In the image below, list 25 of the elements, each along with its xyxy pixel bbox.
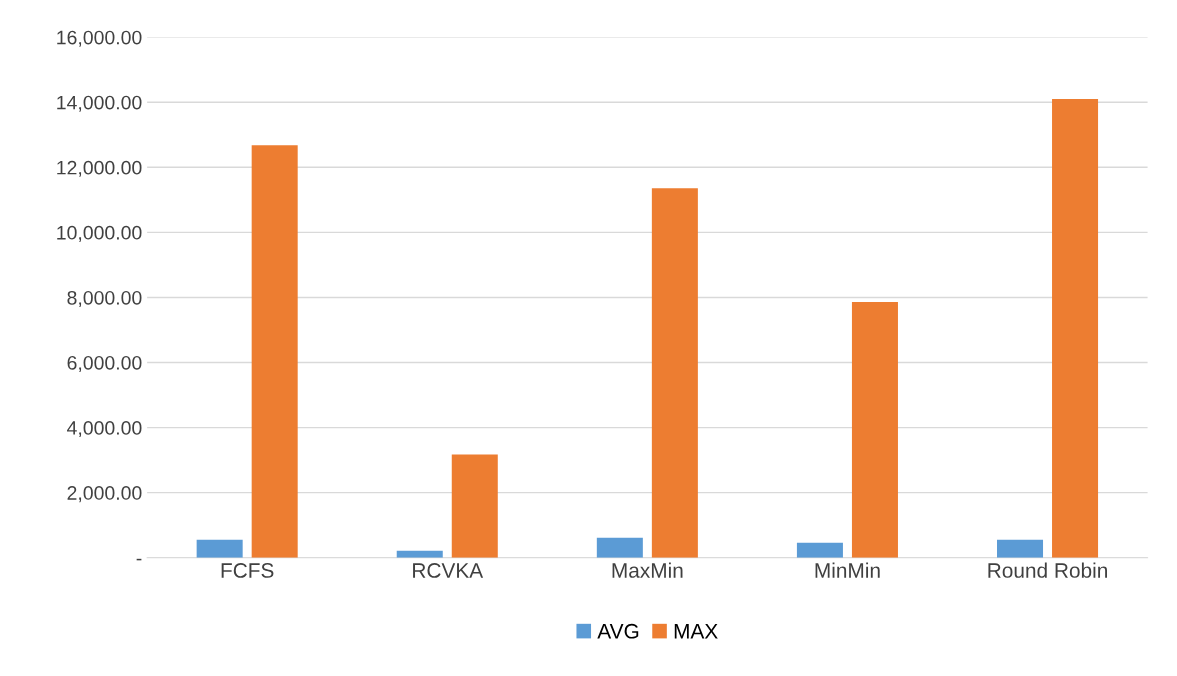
bar: [796, 542, 843, 558]
x-tick-label: RCVKA: [413, 563, 484, 578]
x-tick-label: MinMin: [815, 562, 880, 578]
bar: [451, 454, 498, 558]
x-tick-label: Round Robin: [988, 562, 1107, 578]
bar: [651, 188, 698, 558]
y-tick-label: -: [136, 558, 142, 561]
bar: [1052, 98, 1099, 558]
y-tick-label: 10,000.00: [57, 225, 142, 242]
y-tick-label: 12,000.00: [57, 160, 142, 177]
y-tick-label: 14,000.00: [57, 95, 142, 112]
y-tick-label: 6,000.00: [67, 355, 142, 373]
bar: [596, 537, 643, 558]
y-tick-label: 2,000.00: [67, 486, 142, 503]
legend-label: MAX: [674, 624, 718, 639]
x-tick-label: FCFS: [221, 563, 274, 578]
legend-label: AVG: [597, 623, 639, 639]
y-tick-label: 8,000.00: [67, 290, 142, 307]
y-tick-label: 4,000.00: [67, 421, 142, 438]
bar: [251, 145, 298, 558]
bar: [997, 539, 1044, 558]
bar: [851, 301, 898, 558]
x-tick-label: MaxMin: [612, 562, 683, 578]
bar: [196, 539, 243, 558]
y-tick-label: 16,000.00: [57, 30, 142, 47]
